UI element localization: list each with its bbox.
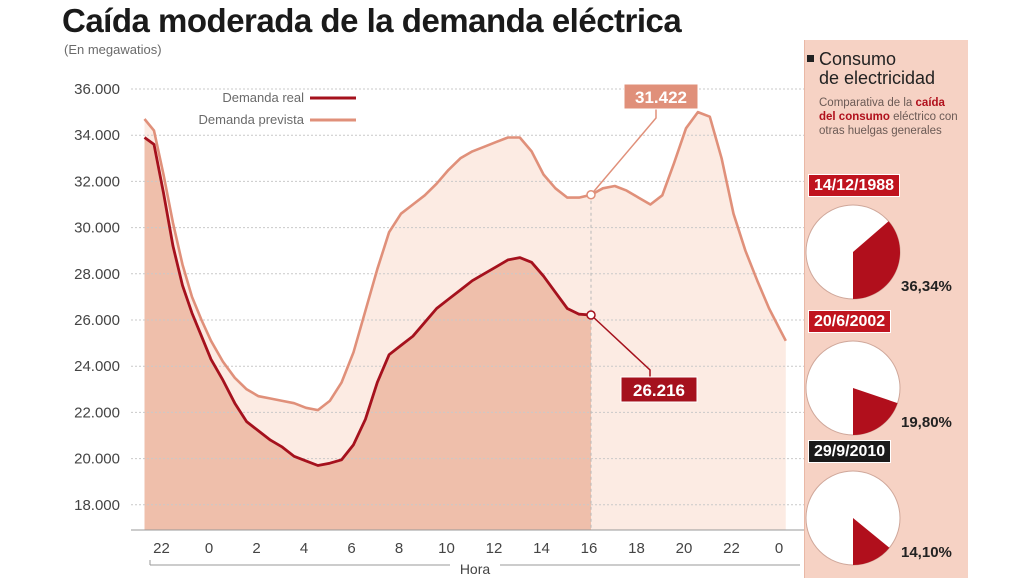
data-point-marker	[586, 190, 596, 200]
pie-slice	[853, 388, 898, 435]
legend-label: Demanda real	[222, 90, 304, 105]
callout-leader	[590, 314, 651, 377]
y-tick-label: 28.000	[74, 266, 120, 283]
x-tick-label: 14	[533, 540, 550, 557]
series-line-demanda-prevista	[143, 110, 787, 412]
comparison-pie	[805, 340, 901, 436]
y-tick-label: 18.000	[74, 497, 120, 514]
x-axis-label: Hora	[460, 561, 491, 577]
legend-label: Demanda prevista	[199, 112, 305, 127]
pie-slice	[853, 221, 901, 299]
callout-value: 26.216	[633, 381, 685, 400]
callout-value: 31.422	[635, 88, 687, 107]
x-tick-label: 22	[153, 540, 170, 557]
y-tick-label: 32.000	[74, 173, 120, 190]
x-tick-label: 20	[676, 540, 693, 557]
x-tick-label: 8	[395, 540, 403, 557]
x-tick-label: 6	[347, 540, 355, 557]
pie-percentage: 19,80%	[901, 414, 952, 431]
x-tick-label: 12	[486, 540, 503, 557]
x-tick-label: 0	[205, 540, 213, 557]
sidebar-desc-part2: eléctrico con otras huelgas generales	[819, 111, 958, 137]
y-tick-label: 36.000	[74, 81, 120, 98]
y-tick-label: 24.000	[74, 358, 120, 375]
square-bullet-icon	[807, 55, 814, 62]
chart-title: Caída moderada de la demanda eléctrica	[62, 2, 682, 39]
sidebar-desc-bold: caída del consumo	[819, 97, 945, 123]
data-point-marker	[586, 310, 596, 320]
chart-subtitle: (En megawatios)	[64, 42, 162, 57]
x-tick-label: 22	[723, 540, 740, 557]
x-tick-label: 16	[581, 540, 598, 557]
comparison-pie	[805, 204, 901, 300]
callout-box	[620, 376, 698, 403]
x-tick-label: 10	[438, 540, 455, 557]
y-tick-label: 22.000	[74, 404, 120, 421]
callout-leader	[590, 109, 657, 196]
y-tick-label: 30.000	[74, 220, 120, 237]
comparison-sidebar: Consumo de electricidad Comparativa de l…	[804, 40, 968, 578]
sidebar-description: Comparativa de la caída del consumo eléc…	[819, 96, 959, 138]
comparison-pie	[805, 470, 901, 566]
y-tick-label: 34.000	[74, 127, 120, 144]
sidebar-title: Consumo de electricidad	[819, 50, 935, 88]
callout-box	[623, 83, 699, 110]
pie-slice	[853, 518, 890, 565]
strike-date-label: 29/9/2010	[808, 440, 892, 463]
y-tick-label: 26.000	[74, 312, 120, 329]
strike-date-label: 20/6/2002	[808, 310, 892, 333]
x-tick-label: 18	[628, 540, 645, 557]
y-tick-label: 20.000	[74, 451, 120, 468]
sidebar-title-line1: Consumo	[819, 49, 897, 69]
sidebar-title-line2: de electricidad	[819, 68, 936, 88]
x-tick-label: 4	[300, 540, 308, 557]
x-tick-label: 2	[252, 540, 260, 557]
strike-date-label: 14/12/1988	[808, 174, 901, 197]
x-tick-label: 0	[775, 540, 783, 557]
sidebar-desc-part1: Comparativa de la	[819, 97, 913, 109]
x-axis-label-bg	[450, 558, 500, 578]
pie-percentage: 36,34%	[901, 278, 952, 295]
series-line-demanda-real	[143, 136, 592, 467]
pie-percentage: 14,10%	[901, 544, 952, 561]
real-area-fill	[144, 137, 591, 530]
